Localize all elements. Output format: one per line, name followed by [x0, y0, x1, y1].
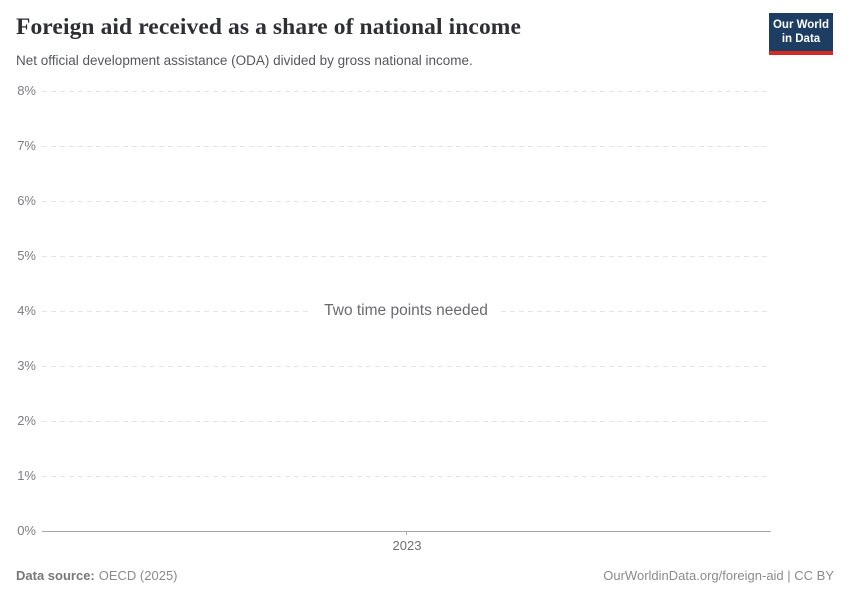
chart-subtitle: Net official development assistance (ODA…: [16, 53, 473, 68]
y-axis-tick-label: 5%: [17, 248, 36, 263]
gridline: [42, 146, 771, 147]
gridline: [42, 366, 771, 367]
owid-logo-line2: in Data: [781, 33, 821, 46]
attribution-link[interactable]: OurWorldinData.org/foreign-aid | CC BY: [603, 568, 834, 583]
y-axis-tick-label: 3%: [17, 358, 36, 373]
y-axis-tick-label: 1%: [17, 468, 36, 483]
y-axis-tick-label: 0%: [17, 523, 36, 538]
chart-footer: Data source: OECD (2025) OurWorldinData.o…: [16, 568, 834, 583]
gridline: [42, 476, 771, 477]
data-source-label: Data source:: [16, 568, 95, 583]
owid-logo-line1: Our World: [772, 19, 829, 31]
y-axis-tick-label: 2%: [17, 413, 36, 428]
x-axis-tick-mark: [406, 531, 407, 535]
owid-logo[interactable]: Our World in Data: [769, 13, 833, 55]
gridline: [42, 421, 771, 422]
x-axis-tick-label: 2023: [392, 538, 422, 553]
gridline: [42, 256, 771, 257]
y-axis-tick-label: 6%: [17, 193, 36, 208]
gridline: [42, 91, 771, 92]
data-source-line[interactable]: Data source: OECD (2025): [16, 568, 178, 583]
y-axis-tick-label: 4%: [17, 303, 36, 318]
y-axis-tick-label: 7%: [17, 138, 36, 153]
gridline: [42, 201, 771, 202]
empty-chart-message: Two time points needed: [312, 299, 500, 323]
data-source-value: OECD (2025): [98, 568, 178, 583]
y-axis-tick-label: 8%: [17, 83, 36, 98]
page-title: Foreign aid received as a share of natio…: [16, 14, 521, 40]
